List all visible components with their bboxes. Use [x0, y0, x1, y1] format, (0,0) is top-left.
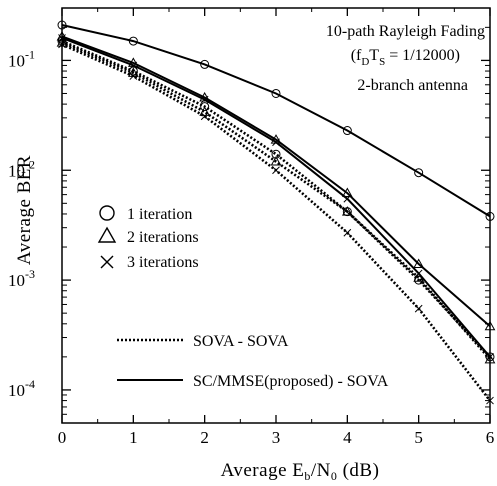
marker-dotted-triangle-3 [270, 156, 282, 166]
annotation-doppler-sub-s: S [379, 56, 385, 68]
x-tick-label-5: 5 [414, 428, 423, 447]
y-tick-label-exponent: -4 [25, 377, 35, 391]
legend-circle-icon [99, 205, 115, 221]
legend-x-icon [100, 255, 114, 269]
marker-solid-x-3-b [272, 138, 280, 147]
annotation-doppler: (fDTS = 1/12000) [351, 47, 460, 68]
marker-solid-circle-5 [414, 168, 424, 178]
marker-dotted-circle-6 [485, 352, 495, 362]
marker-solid-triangle-1 [127, 57, 139, 67]
marker-solid-triangle-5 [413, 258, 425, 269]
annotation-doppler-sub-d: D [361, 56, 369, 68]
annotation-fading: 10-path Rayleigh Fading [326, 23, 485, 40]
y-axis-title: Average BER [14, 155, 35, 265]
legend-label-sova-sova: SOVA - SOVA [193, 333, 289, 350]
marker-dotted-x-4-b [343, 228, 352, 237]
marker-solid-x-2 [200, 95, 209, 104]
y-tick-label-0: 10-1 [8, 47, 35, 70]
marker-solid-triangle-6 [484, 320, 496, 331]
y-tick-label-2: 10-3 [8, 267, 35, 290]
x-axis-title-main: Average E [221, 460, 305, 481]
series-line-solid-triangle [61, 35, 491, 327]
marker-dotted-circle-3 [271, 149, 281, 159]
x-tick-label-3: 3 [272, 428, 281, 447]
marker-solid-circle-4 [342, 126, 352, 136]
marker-dotted-x-5-b [414, 304, 423, 313]
marker-dotted-x-5 [414, 304, 423, 313]
marker-dotted-circle-1 [128, 66, 138, 76]
marker-dotted-x-1-b [129, 72, 138, 80]
x-axis-title-sub-b: b [304, 469, 311, 483]
marker-dotted-x-1 [129, 72, 138, 80]
marker-dotted-triangle-4 [341, 206, 353, 216]
series-line-dotted-triangle [61, 41, 491, 361]
marker-solid-x-4-b [343, 194, 352, 203]
marker-dotted-x-3 [272, 166, 280, 175]
x-tick-label-0: 0 [58, 428, 67, 447]
legend-triangle-icon [97, 226, 117, 243]
y-tick-label-base: 10 [8, 381, 25, 400]
marker-solid-x-2-b [200, 95, 209, 104]
marker-dotted-circle-0 [57, 36, 67, 46]
legend-label-2-iterations: 2 iterations [127, 229, 199, 246]
marker-solid-circle-0 [57, 20, 67, 30]
y-tick-label-1: 10-2 [8, 157, 35, 180]
legend-label-scmmse-sova: SC/MMSE(proposed) - SOVA [193, 373, 389, 390]
y-tick-label-base: 10 [8, 271, 25, 290]
style-legend: SOVA - SOVA SC/MMSE(proposed) - SOVA [117, 333, 389, 390]
marker-solid-triangle-4 [341, 187, 353, 198]
marker-dotted-circle-2 [200, 102, 210, 112]
ticks-group: 0 1 2 3 4 5 610-110-210-310-4 [8, 8, 494, 447]
marker-legend: 1 iteration 2 iterations 3 iterations [97, 205, 199, 271]
marker-dotted-triangle-2 [199, 106, 211, 116]
annotation-doppler-mid: T [369, 47, 379, 64]
marker-solid-circle-1 [128, 36, 138, 46]
marker-dotted-x-4 [343, 228, 352, 237]
annotation-antenna: 2-branch antenna [357, 77, 468, 94]
marker-dotted-x-0 [58, 40, 66, 49]
annotation-doppler-tail: = 1/12000) [385, 47, 460, 64]
marker-solid-triangle-3 [270, 134, 282, 144]
marker-dotted-x-3-b [272, 166, 280, 175]
x-axis-title-tail: (dB) [337, 460, 379, 481]
marker-solid-x-4 [343, 194, 352, 203]
series-line-solid-circle [61, 24, 491, 218]
x-axis-title: Average Eb/N0 (dB) [221, 460, 380, 483]
marker-dotted-x-6-b [486, 396, 494, 405]
annotation-doppler-open: (f [351, 47, 362, 64]
marker-solid-circle-2 [200, 59, 210, 69]
marker-dotted-x-6 [486, 396, 494, 405]
y-tick-label-exponent: -1 [25, 47, 35, 61]
legend-label-3-iterations: 3 iterations [127, 254, 199, 271]
marker-dotted-triangle-6 [484, 353, 496, 364]
series-line-dotted-circle [61, 39, 491, 358]
marker-solid-circle-3 [271, 88, 281, 98]
y-tick-label-exponent: -2 [25, 157, 35, 171]
x-tick-label-1: 1 [129, 428, 138, 447]
markers-group [56, 20, 496, 405]
x-axis-title-sub-0: 0 [331, 469, 338, 483]
marker-solid-x-3 [272, 138, 280, 147]
y-tick-label-3: 10-4 [8, 377, 35, 400]
marker-dotted-x-2-b [200, 112, 209, 121]
x-tick-label-2: 2 [200, 428, 209, 447]
y-tick-label-base: 10 [8, 51, 25, 70]
marker-dotted-x-2 [200, 112, 209, 121]
legend-label-1-iteration: 1 iteration [127, 206, 192, 223]
y-tick-label-exponent: -3 [25, 267, 35, 281]
x-tick-label-6: 6 [486, 428, 495, 447]
x-axis-title-mid: /N [311, 460, 331, 481]
x-tick-label-4: 4 [343, 428, 352, 447]
y-tick-label-base: 10 [8, 161, 25, 180]
marker-dotted-x-0-b [58, 40, 66, 49]
marker-dotted-triangle-5 [413, 272, 425, 282]
marker-solid-circle-6 [485, 211, 495, 221]
